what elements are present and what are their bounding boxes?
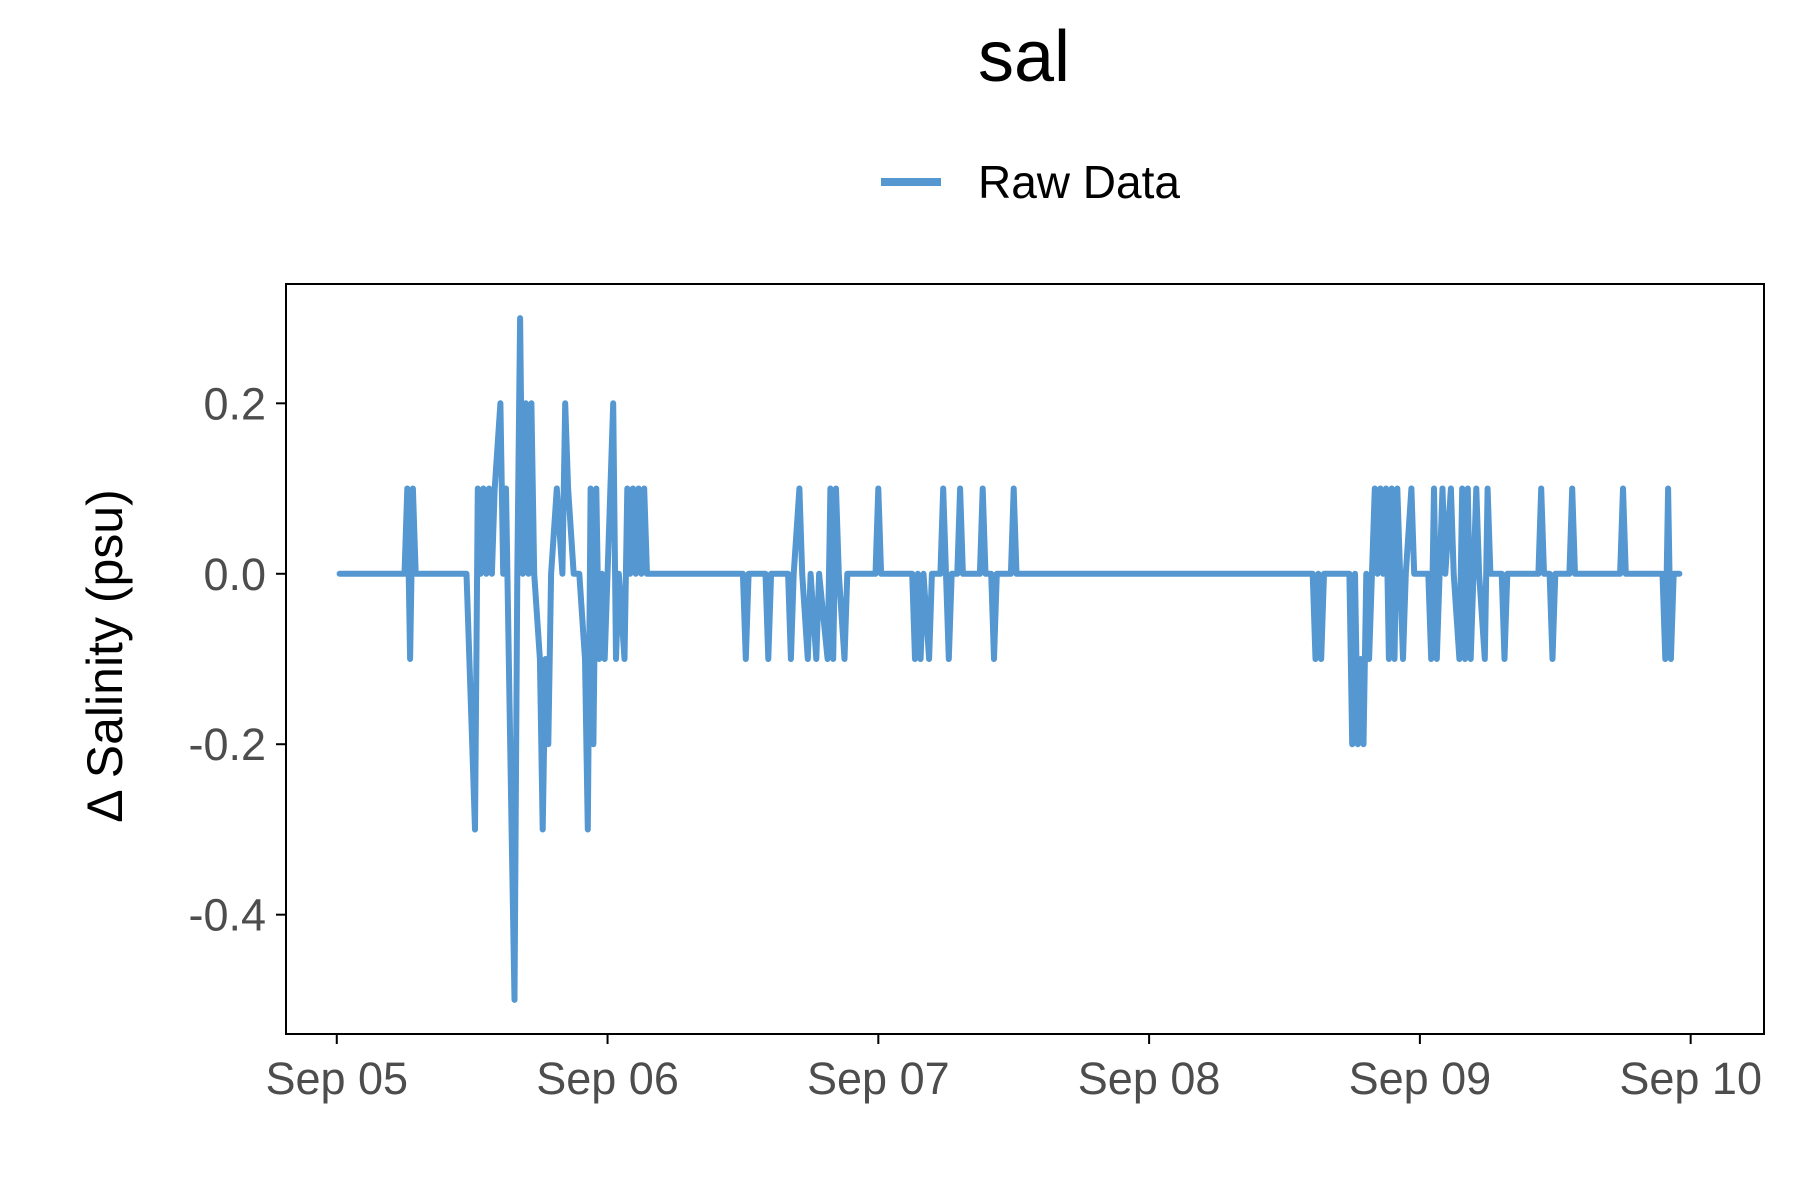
- plot-area: [285, 283, 1765, 1035]
- x-tick-label: Sep 09: [1349, 1053, 1492, 1104]
- x-tick-label: Sep 07: [807, 1053, 950, 1104]
- legend: Raw Data: [881, 156, 1180, 208]
- y-tick-label: -0.4: [188, 890, 266, 941]
- x-axis: Sep 05 Sep 06 Sep 07 Sep 08 Sep 09 Sep 10: [265, 1034, 1762, 1104]
- x-tick-label: Sep 05: [265, 1053, 408, 1104]
- chart-title: sal: [978, 17, 1070, 97]
- y-tick-label: 0.2: [203, 378, 266, 429]
- series-line-raw-data: [336, 315, 1683, 1003]
- plot-panel-border: [285, 283, 1765, 1035]
- legend-label-raw-data: Raw Data: [978, 156, 1180, 208]
- x-tick-label: Sep 08: [1078, 1053, 1221, 1104]
- y-tick-label: 0.0: [203, 549, 266, 600]
- x-tick-label: Sep 06: [536, 1053, 679, 1104]
- y-axis: 0.2 0.0 -0.2 -0.4: [188, 378, 286, 941]
- y-axis-title: Δ Salinity (psu): [77, 489, 133, 823]
- x-tick-label: Sep 10: [1619, 1053, 1762, 1104]
- y-tick-label: -0.2: [188, 719, 266, 770]
